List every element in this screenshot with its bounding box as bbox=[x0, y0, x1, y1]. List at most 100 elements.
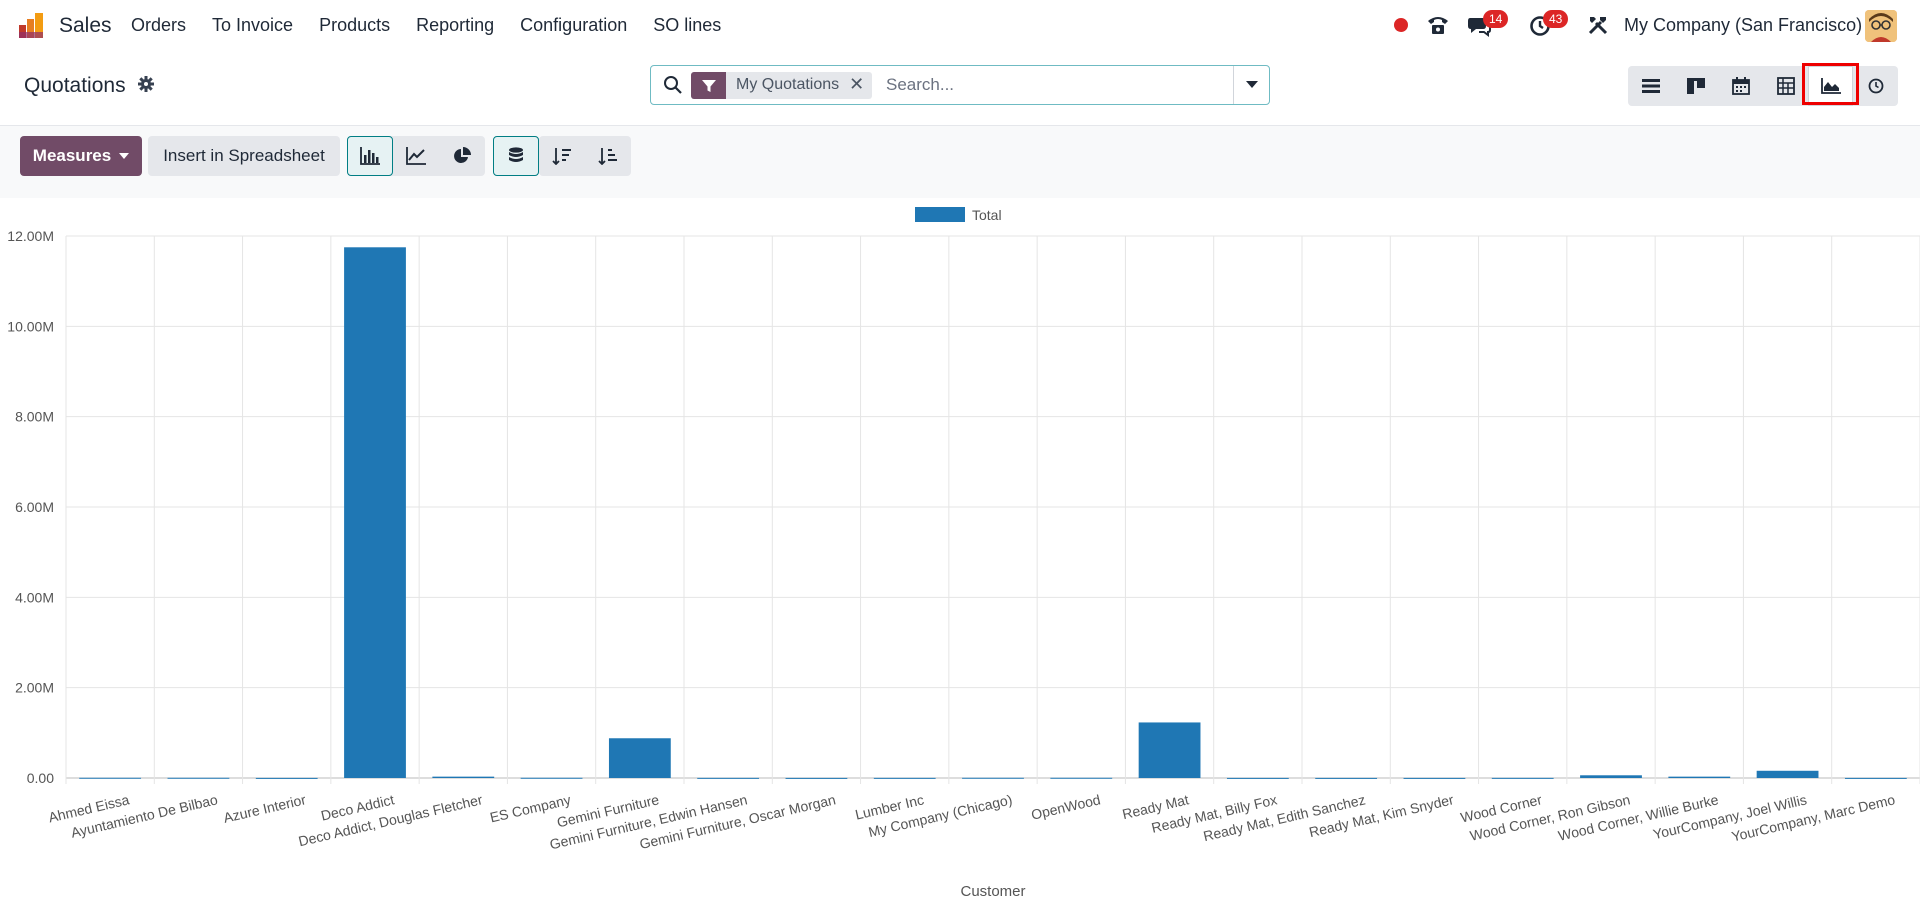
menu-configuration[interactable]: Configuration bbox=[520, 15, 628, 35]
bar[interactable] bbox=[1138, 722, 1201, 778]
stacked-button[interactable] bbox=[493, 136, 539, 176]
user-avatar[interactable] bbox=[1865, 10, 1897, 42]
y-tick-label: 10.00M bbox=[7, 318, 54, 334]
graph-toolbar: Measures Insert in Spreadsheet bbox=[0, 126, 1920, 198]
y-tick-label: 8.00M bbox=[15, 409, 54, 425]
sort-descending-button[interactable] bbox=[539, 136, 585, 176]
page-title[interactable]: Quotations bbox=[24, 74, 126, 97]
bar[interactable] bbox=[255, 777, 318, 779]
activity-view-icon bbox=[1868, 78, 1883, 94]
bar[interactable] bbox=[1580, 775, 1642, 778]
menu-so-lines[interactable]: SO lines bbox=[653, 15, 722, 35]
pivot-view-button[interactable] bbox=[1763, 66, 1808, 106]
x-tick-label: OpenWood bbox=[1030, 791, 1102, 822]
y-tick-label: 12.00M bbox=[7, 228, 54, 244]
bar[interactable] bbox=[697, 777, 760, 779]
search-icon[interactable] bbox=[663, 75, 683, 95]
measures-button[interactable]: Measures bbox=[20, 136, 142, 176]
calendar-view-button[interactable] bbox=[1718, 66, 1763, 106]
measures-label: Measures bbox=[32, 146, 112, 165]
bar[interactable] bbox=[1668, 776, 1731, 778]
tools-icon[interactable] bbox=[1587, 14, 1609, 36]
bar[interactable] bbox=[1844, 777, 1907, 779]
menu-to-invoice[interactable]: To Invoice bbox=[212, 15, 294, 35]
pivot-view-icon bbox=[1776, 77, 1795, 95]
legend-label-total[interactable]: Total bbox=[972, 207, 1002, 223]
menu-reporting[interactable]: Reporting bbox=[416, 15, 495, 35]
bar[interactable] bbox=[1050, 777, 1113, 779]
sort-descending-icon bbox=[552, 148, 571, 165]
main-menu: Orders To Invoice Products Reporting Con… bbox=[131, 15, 747, 36]
filter-icon bbox=[691, 72, 726, 99]
menu-orders[interactable]: Orders bbox=[131, 15, 187, 35]
bar[interactable] bbox=[79, 777, 142, 779]
bar[interactable] bbox=[1491, 777, 1554, 779]
line-chart-icon bbox=[406, 147, 426, 165]
y-tick-label: 2.00M bbox=[15, 680, 54, 696]
bar[interactable] bbox=[1226, 777, 1289, 779]
sort-ascending-button[interactable] bbox=[585, 136, 631, 176]
pie-chart-button[interactable] bbox=[439, 136, 485, 176]
calendar-view-icon bbox=[1731, 77, 1750, 95]
y-tick-label: 4.00M bbox=[15, 589, 54, 605]
y-tick-label: 6.00M bbox=[15, 499, 54, 515]
stacked-toggle-group bbox=[493, 136, 539, 176]
phone-icon[interactable] bbox=[1426, 14, 1450, 36]
kanban-view-icon bbox=[1686, 78, 1705, 94]
caret-down-icon bbox=[1245, 81, 1258, 88]
record-status-icon[interactable] bbox=[1393, 17, 1409, 33]
legend-swatch-total[interactable] bbox=[915, 207, 965, 222]
app-name[interactable]: Sales bbox=[59, 14, 112, 37]
list-view-button[interactable] bbox=[1628, 66, 1673, 106]
database-stack-icon bbox=[509, 147, 523, 162]
bar[interactable] bbox=[167, 777, 230, 779]
list-view-icon bbox=[1641, 79, 1660, 93]
bar[interactable] bbox=[1315, 777, 1378, 779]
sort-ascending-icon bbox=[598, 148, 617, 165]
pie-chart-icon bbox=[454, 147, 471, 163]
bar[interactable] bbox=[873, 777, 936, 779]
graph-view-icon bbox=[1820, 78, 1841, 94]
insert-in-spreadsheet-button[interactable]: Insert in Spreadsheet bbox=[148, 136, 340, 176]
company-switcher[interactable]: My Company (San Francisco) bbox=[1624, 15, 1863, 35]
remove-facet-button[interactable]: ✕ bbox=[849, 74, 865, 94]
chart-type-group bbox=[347, 136, 485, 176]
activity-view-button[interactable] bbox=[1853, 66, 1898, 106]
top-navbar: Sales Orders To Invoice Products Reporti… bbox=[0, 0, 1920, 52]
kanban-view-button[interactable] bbox=[1673, 66, 1718, 106]
gear-icon[interactable] bbox=[138, 76, 154, 92]
filter-facet-label: My Quotations bbox=[736, 76, 840, 93]
bar-chart-button[interactable] bbox=[347, 136, 393, 176]
insert-in-spreadsheet-label: Insert in Spreadsheet bbox=[163, 146, 325, 165]
bar[interactable] bbox=[344, 247, 406, 778]
menu-products[interactable]: Products bbox=[319, 15, 391, 35]
search-options-toggle[interactable] bbox=[1233, 66, 1269, 104]
view-switcher bbox=[1628, 66, 1898, 106]
bar[interactable] bbox=[608, 738, 671, 778]
x-tick-label: Azure Interior bbox=[222, 791, 308, 826]
sales-app-icon[interactable] bbox=[18, 12, 46, 40]
graph-view-highlight bbox=[1802, 63, 1859, 105]
control-panel: Quotations My Quotations ✕ bbox=[0, 52, 1920, 126]
user-avatar-icon bbox=[1865, 10, 1897, 42]
x-axis-title: Customer bbox=[960, 883, 1025, 900]
bar[interactable] bbox=[1756, 770, 1819, 778]
bar[interactable] bbox=[962, 777, 1024, 779]
search-input[interactable] bbox=[886, 71, 1216, 99]
graph-view-button[interactable] bbox=[1808, 66, 1853, 106]
bar[interactable] bbox=[432, 776, 495, 778]
messages-count-badge: 14 bbox=[1483, 10, 1509, 28]
filter-facet: My Quotations ✕ bbox=[691, 72, 873, 99]
search-bar: My Quotations ✕ bbox=[650, 65, 1270, 105]
bar-chart: 0.00 2.00M 4.00M 6.00M 8.00M 10.00M 12.00M Ahm… bbox=[0, 198, 1920, 901]
bar[interactable] bbox=[520, 777, 583, 779]
y-tick-label: 0.00 bbox=[27, 770, 54, 786]
bar[interactable] bbox=[1403, 777, 1466, 779]
sort-group bbox=[539, 136, 631, 176]
bar-chart-icon bbox=[360, 147, 380, 165]
bar[interactable] bbox=[785, 777, 848, 779]
activities-count-badge: 43 bbox=[1543, 10, 1569, 28]
line-chart-button[interactable] bbox=[393, 136, 439, 176]
caret-down-icon bbox=[119, 152, 130, 159]
